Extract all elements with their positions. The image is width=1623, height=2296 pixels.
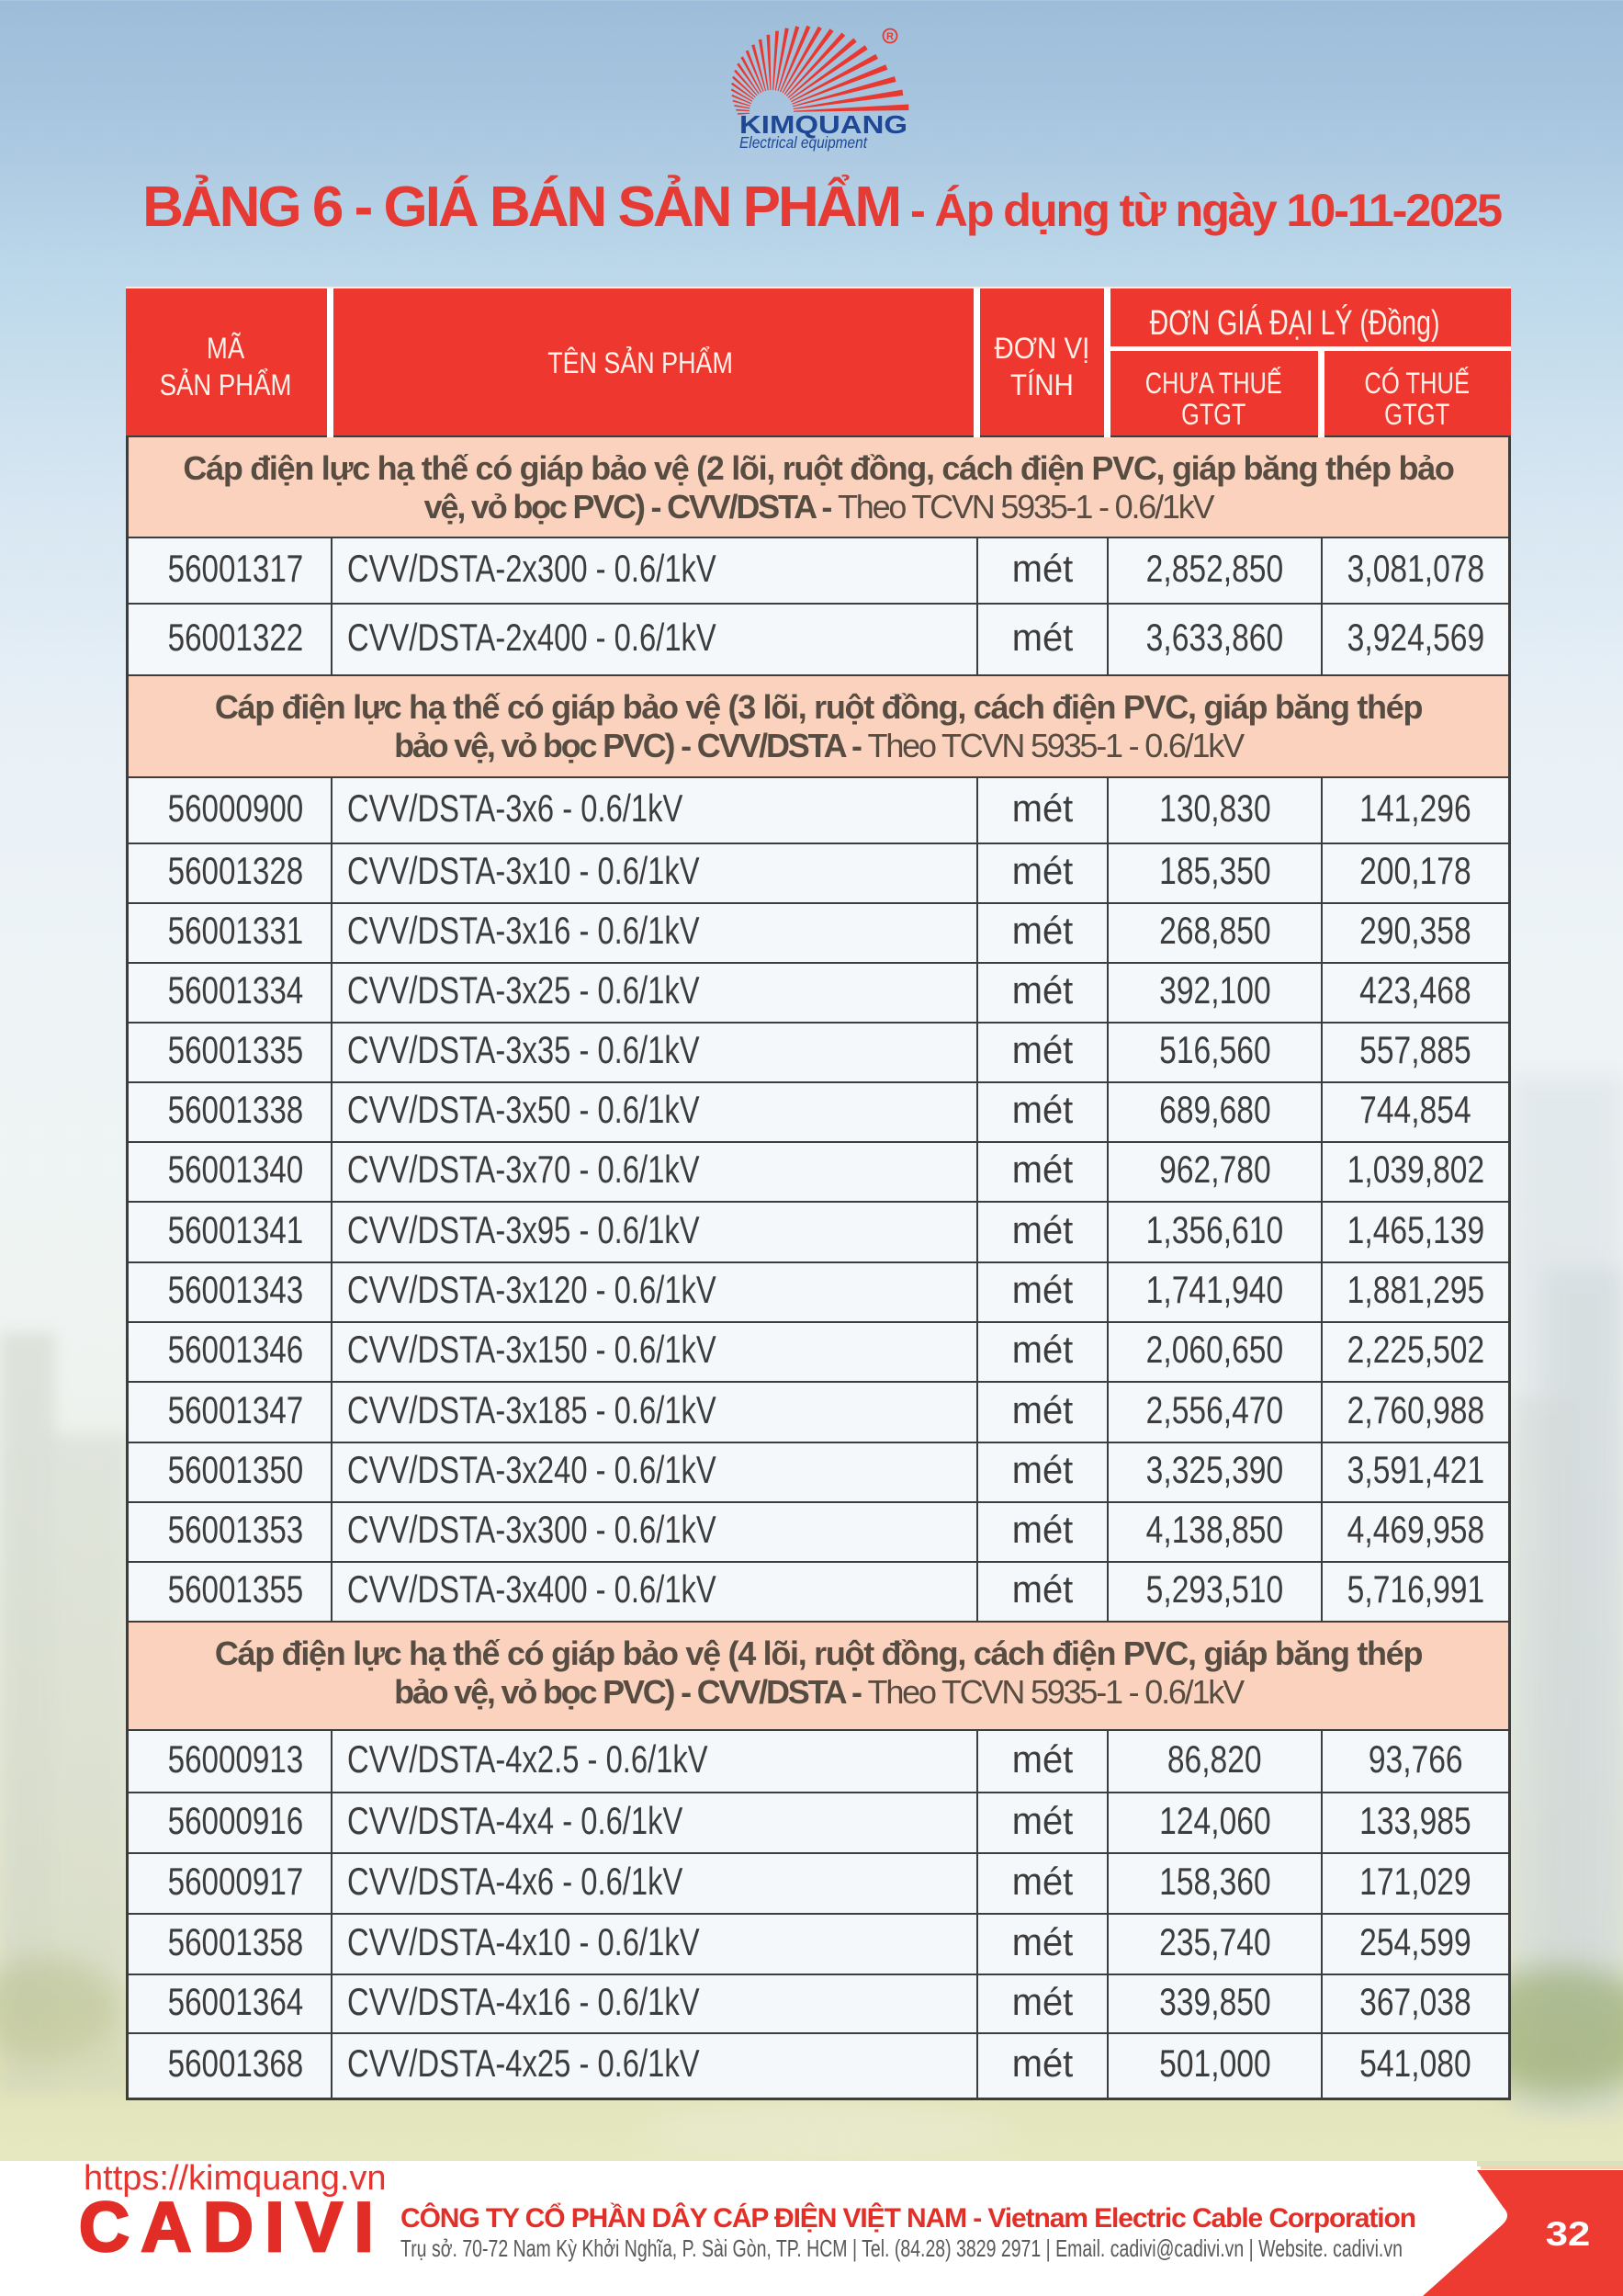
svg-text:R: R (886, 31, 894, 42)
svg-text:KIMQUANG: KIMQUANG (739, 110, 907, 139)
svg-text:Electrical equipment: Electrical equipment (739, 133, 868, 152)
